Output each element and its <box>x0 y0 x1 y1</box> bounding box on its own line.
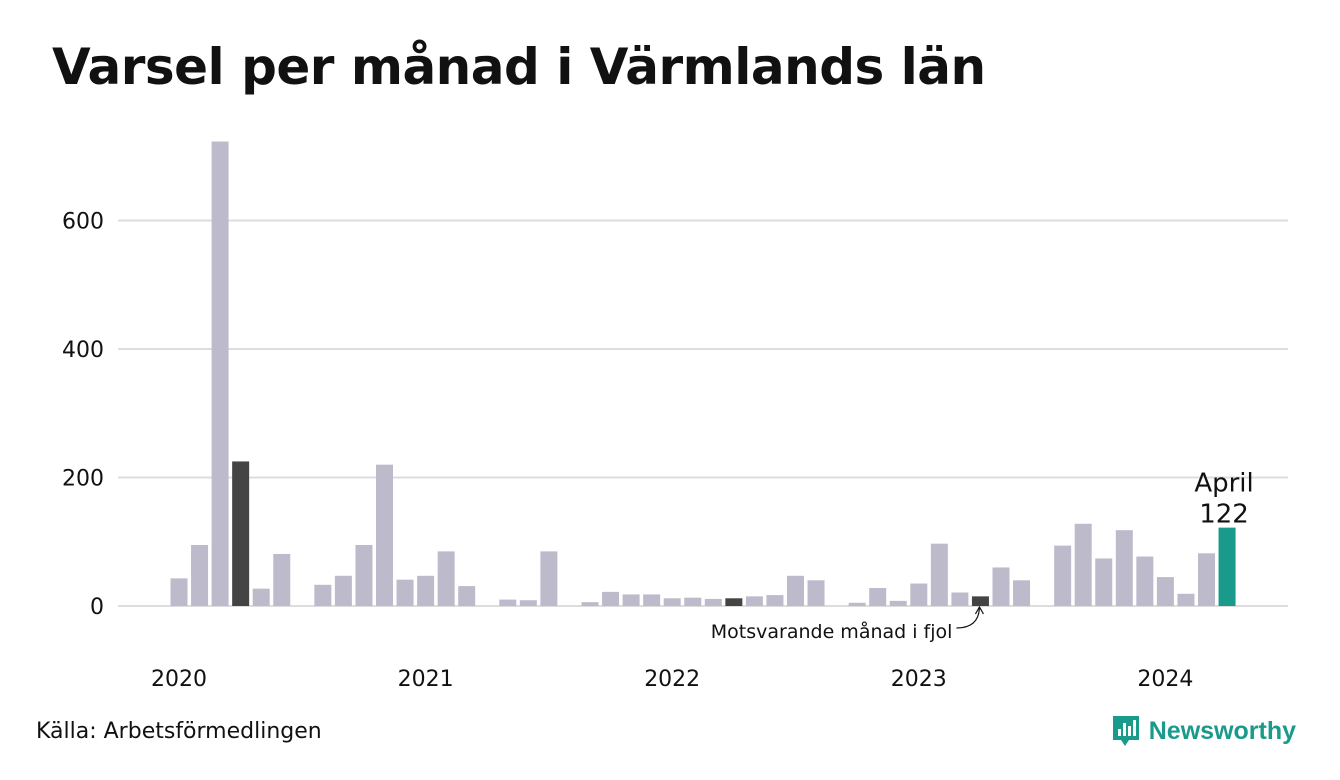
bar-2021-03 <box>458 586 476 606</box>
annotation-label: Motsvarande månad i fjol <box>711 620 953 643</box>
bar-2021-06 <box>519 600 537 606</box>
y-tick-label: 200 <box>62 467 104 492</box>
x-tick-label: 2021 <box>398 667 454 692</box>
y-axis: 0 200 400 600 <box>62 210 104 620</box>
bar-2022-05 <box>745 596 763 606</box>
bar-2021-11 <box>622 594 640 606</box>
x-tick-label: 2024 <box>1137 667 1193 692</box>
bar-2020-01 <box>170 578 188 606</box>
bar-2024-03 <box>1198 553 1215 606</box>
bar-2020-11 <box>376 464 393 606</box>
current-value-label: 122 <box>1199 500 1249 530</box>
bar-2022-04 <box>725 598 743 606</box>
bar-2022-08 <box>807 580 825 606</box>
bar-2023-12 <box>1136 556 1154 606</box>
x-axis: 2020 2021 2022 2023 2024 <box>151 667 1193 692</box>
bar-2020-05 <box>252 588 270 606</box>
bar-2020-04 <box>232 461 250 606</box>
bar-2020-02 <box>191 544 209 606</box>
annotation-arrowhead <box>974 605 984 615</box>
bar-2023-08 <box>1054 545 1072 606</box>
bar-2022-01 <box>663 598 681 606</box>
bar-2021-10 <box>602 591 620 606</box>
annotation-arrow <box>956 607 981 629</box>
bar-2023-10 <box>1095 558 1113 606</box>
bar-2020-06 <box>273 553 291 606</box>
bar-2023-01 <box>910 583 928 606</box>
bar-2022-03 <box>704 598 722 606</box>
bar-chart: 0 200 400 600 2020 2021 2022 2023 2024 April122… <box>62 141 1288 692</box>
bar-2023-04 <box>971 596 989 606</box>
bar-2023-03 <box>951 592 969 606</box>
bar-2022-02 <box>684 597 702 606</box>
bar-2024-04 <box>1218 527 1236 606</box>
chart-title: Varsel per månad i Värmlands län <box>52 38 986 96</box>
y-tick-label: 0 <box>90 595 104 620</box>
x-tick-label: 2022 <box>644 667 700 692</box>
bar-2022-11 <box>869 588 887 606</box>
bar-2023-05 <box>992 567 1010 606</box>
source-credit: Källa: Arbetsförmedlingen <box>36 719 322 744</box>
bar-2022-12 <box>889 600 907 606</box>
bar-2020-08 <box>314 584 332 606</box>
bar-2023-09 <box>1074 523 1092 606</box>
bar-2022-07 <box>787 575 804 606</box>
brand-name: Newsworthy <box>1148 716 1296 745</box>
newsworthy-logo-icon <box>1112 716 1139 746</box>
brand-logo: Newsworthy <box>1111 714 1296 748</box>
x-tick-label: 2023 <box>891 667 947 692</box>
y-tick-label: 600 <box>62 210 104 235</box>
bar-2020-12 <box>396 579 414 606</box>
bar-2020-09 <box>334 575 352 606</box>
bar-2020-10 <box>355 544 373 606</box>
bar-2021-07 <box>540 551 558 606</box>
bars <box>170 141 1236 606</box>
bar-2022-10 <box>848 602 866 606</box>
x-tick-label: 2020 <box>151 667 207 692</box>
bar-2021-01 <box>417 575 435 606</box>
bar-2023-11 <box>1115 530 1133 606</box>
bar-2023-02 <box>930 543 948 606</box>
bar-2024-01 <box>1156 577 1174 606</box>
gridlines <box>118 219 1288 607</box>
bar-2021-05 <box>499 599 517 606</box>
y-tick-label: 400 <box>62 338 104 363</box>
bar-2021-09 <box>581 602 599 606</box>
bar-2023-06 <box>1013 580 1031 606</box>
bar-2024-02 <box>1177 593 1195 606</box>
bar-2021-02 <box>437 551 455 606</box>
bar-2020-03 <box>211 141 229 606</box>
current-month-label: April <box>1194 469 1253 499</box>
bar-2022-06 <box>766 595 784 606</box>
bar-2021-12 <box>643 594 661 606</box>
